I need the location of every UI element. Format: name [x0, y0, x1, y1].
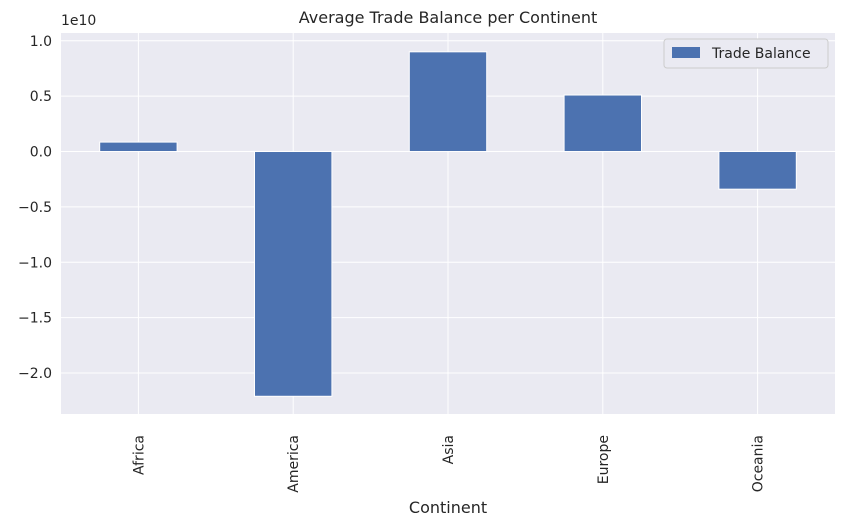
- chart-title: Average Trade Balance per Continent: [299, 8, 597, 27]
- y-tick-label: 1.0: [30, 34, 52, 50]
- bar-america: [254, 151, 333, 397]
- y-tick-label: −2.0: [18, 366, 52, 382]
- x-tick-label-africa: Africa: [131, 435, 147, 475]
- x-tick-label-europe: Europe: [596, 435, 612, 484]
- y-axis-ticks: 1.0 0.5 0.0 −0.5 −1.0 −1.5 −2.0: [18, 34, 52, 382]
- y-axis-scale-label: 1e10: [61, 13, 96, 29]
- bar-europe: [563, 94, 642, 153]
- x-axis-label: Continent: [409, 498, 487, 517]
- y-tick-label: −1.0: [18, 255, 52, 271]
- y-tick-label: 0.0: [30, 145, 52, 161]
- y-tick-label: −1.5: [18, 311, 52, 327]
- legend-label-trade-balance: Trade Balance: [711, 46, 811, 62]
- y-tick-label: 0.5: [30, 89, 52, 105]
- x-axis-ticks: Africa America Asia Europe Oceania: [131, 435, 766, 493]
- legend-swatch: [672, 47, 700, 58]
- y-tick-label: −0.5: [18, 200, 52, 216]
- bar-africa: [99, 141, 178, 153]
- bar-oceania: [718, 151, 797, 190]
- bars: [99, 51, 797, 397]
- bar-asia: [408, 51, 488, 153]
- x-tick-label-asia: Asia: [441, 435, 457, 464]
- x-tick-label-oceania: Oceania: [751, 435, 767, 492]
- legend: Trade Balance: [663, 38, 829, 69]
- x-tick-label-america: America: [286, 435, 302, 493]
- legend-box: [663, 38, 829, 69]
